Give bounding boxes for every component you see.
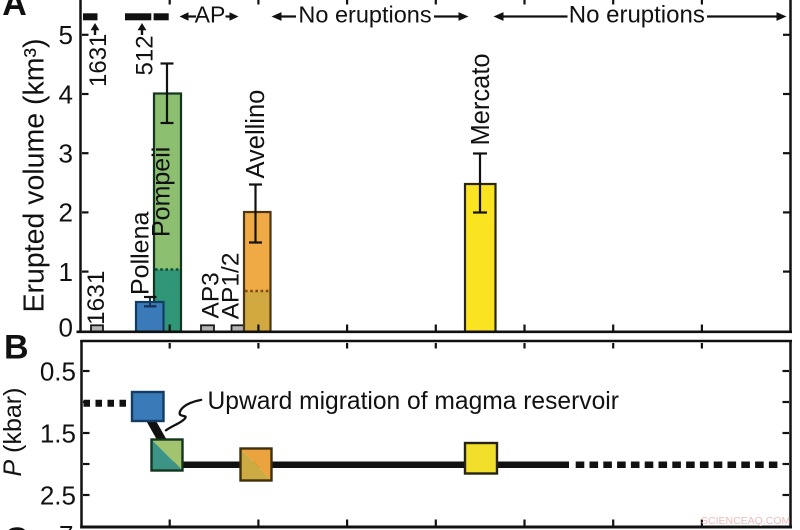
svg-text:No eruptions: No eruptions (569, 2, 705, 29)
svg-text:2.5: 2.5 (40, 480, 76, 510)
svg-text:1631: 1631 (85, 34, 112, 87)
svg-text:1.5: 1.5 (40, 418, 76, 448)
svg-text:No eruptions: No eruptions (298, 2, 431, 28)
svg-text:SCIENCEAQ.COM: SCIENCEAQ.COM (701, 515, 790, 527)
svg-text:Mercato: Mercato (467, 53, 495, 145)
svg-text:Erupted volume (km³): Erupted volume (km³) (19, 39, 51, 313)
svg-text:AP: AP (195, 2, 226, 28)
svg-text:AP1/2: AP1/2 (218, 253, 245, 320)
svg-text:7: 7 (59, 520, 73, 530)
svg-text:AP3: AP3 (198, 272, 225, 318)
svg-text:B: B (4, 328, 29, 366)
svg-text:1631: 1631 (83, 270, 110, 325)
svg-text:Pompeii: Pompeii (148, 147, 176, 237)
svg-text:1: 1 (59, 257, 73, 287)
svg-text:Avellino: Avellino (242, 90, 270, 179)
svg-text:2: 2 (59, 198, 73, 228)
svg-text:512: 512 (132, 35, 159, 75)
svg-text:Pollena: Pollena (126, 212, 154, 295)
svg-text:4: 4 (59, 79, 73, 109)
svg-text:Upward migration of magma rese: Upward migration of magma reservoir (208, 388, 619, 415)
svg-text:5: 5 (59, 20, 73, 50)
svg-text:0.5: 0.5 (40, 356, 76, 386)
svg-text:3: 3 (59, 139, 73, 169)
svg-text:A: A (2, 0, 27, 23)
svg-text:P (kbar): P (kbar) (0, 388, 27, 477)
svg-text:C: C (4, 521, 29, 530)
svg-text:0: 0 (59, 312, 73, 342)
